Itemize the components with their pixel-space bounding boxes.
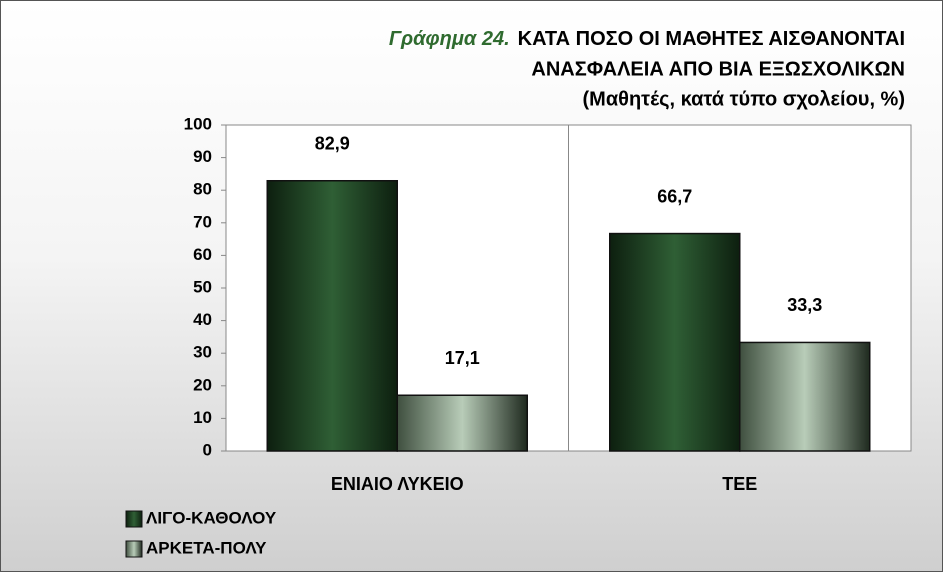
legend-swatch <box>125 510 143 528</box>
bar <box>266 179 398 452</box>
legend-swatch <box>125 540 143 558</box>
title-line: ΚΑΤΑ ΠΟΣΟ ΟΙ ΜΑΘΗΤΕΣ ΑΙΣΘΑΝΟΝΤΑΙ <box>518 28 905 50</box>
value-label: 66,7 <box>657 186 692 206</box>
y-tick-label: 60 <box>193 245 212 264</box>
y-tick-label: 90 <box>193 147 212 166</box>
chart-title: ΑΝΑΣΦΑΛΕΙΑ ΑΠΟ ΒΙΑ ΕΞΩΣΧΟΛΙΚΩΝ <box>531 58 905 80</box>
y-tick-label: 80 <box>193 180 212 199</box>
y-tick-label: 0 <box>203 440 212 459</box>
title-label: Γράφημα 24. <box>389 28 510 50</box>
bar <box>609 232 741 452</box>
y-tick-label: 50 <box>193 277 212 296</box>
legend-label: ΑΡΚΕΤΑ-ΠΟΛΥ <box>146 538 267 557</box>
y-tick-label: 10 <box>193 408 212 427</box>
y-tick-label: 40 <box>193 310 212 329</box>
value-label: 33,3 <box>787 295 822 315</box>
value-label: 82,9 <box>315 133 350 153</box>
x-tick-label: ΤΕΕ <box>722 474 757 494</box>
y-tick-label: 20 <box>193 375 212 394</box>
y-tick-label: 30 <box>193 343 212 362</box>
y-tick-label: 100 <box>184 114 212 133</box>
legend-label: ΛΙΓΟ-ΚΑΘΟΛΟΥ <box>146 508 277 527</box>
bar <box>396 394 528 452</box>
x-tick-label: ΕΝΙΑΙΟ ΛΥΚΕΙΟ <box>331 474 464 494</box>
chart-subtitle: (Μαθητές, κατά τύπο σχολείου, %) <box>583 88 905 110</box>
chart-title: Γράφημα 24. ΚΑΤΑ ΠΟΣΟ ΟΙ ΜΑΘΗΤΕΣ ΑΙΣΘΑΝΟΝ… <box>389 28 905 50</box>
value-label: 17,1 <box>445 348 480 368</box>
bar <box>739 341 871 452</box>
y-tick-label: 70 <box>193 212 212 231</box>
